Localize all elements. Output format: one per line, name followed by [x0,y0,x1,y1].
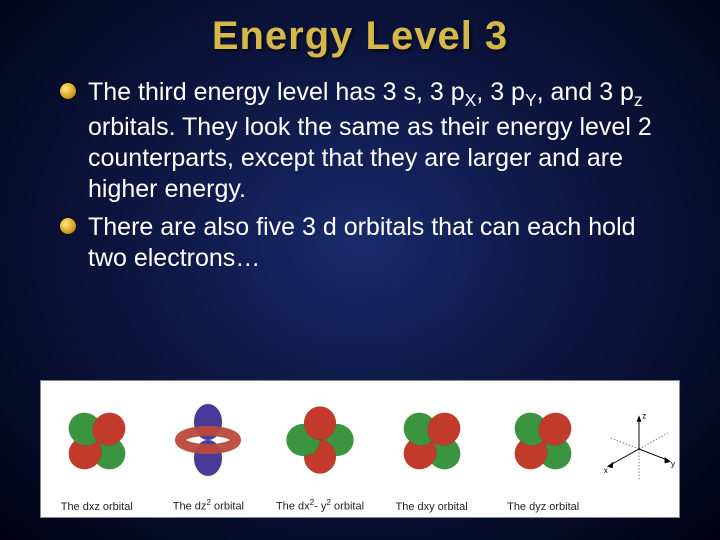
orbital-graphic [41,381,153,501]
orbital-graphic [376,381,488,501]
orbital-dx2y2: The dx2- y2 orbital [264,381,376,517]
orbital-graphic [153,381,265,498]
orbital-label: The dxz orbital [61,501,133,513]
bullet-list: The third energy level has 3 s, 3 pX, 3 … [0,59,720,274]
svg-text:x: x [604,466,608,475]
orbital-graphic [264,381,376,498]
axes-icon: z x y [599,399,679,499]
bullet-icon [60,83,76,99]
axes-diagram: z x y [599,381,679,517]
bullet-text: The third energy level has 3 s, 3 pX, 3 … [88,78,652,203]
orbital-label: The dyz orbital [507,501,579,513]
orbital-dyz: The dyz orbital [487,381,599,517]
svg-text:z: z [642,412,646,421]
orbital-strip: The dxz orbital The dz2 orbital The dx2-… [40,380,680,518]
orbital-dxy: The dxy orbital [376,381,488,517]
orbital-label: The dxy orbital [396,501,468,513]
orbital-label: The dx2- y2 orbital [276,498,364,513]
orbital-dz2: The dz2 orbital [153,381,265,517]
bullet-text: There are also five 3 d orbitals that ca… [88,213,636,272]
bullet-item: There are also five 3 d orbitals that ca… [60,212,680,275]
svg-text:y: y [671,460,675,469]
orbital-label: The dz2 orbital [173,498,244,513]
bullet-item: The third energy level has 3 s, 3 pX, 3 … [60,77,680,206]
orbital-dxz: The dxz orbital [41,381,153,517]
orbital-graphic [487,381,599,501]
bullet-icon [60,218,76,234]
page-title: Energy Level 3 [0,0,720,59]
